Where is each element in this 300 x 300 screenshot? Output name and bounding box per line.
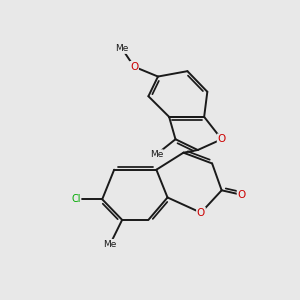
Text: O: O [237,190,246,200]
Text: O: O [197,208,205,218]
Text: O: O [130,62,138,72]
Text: Cl: Cl [71,194,81,204]
Text: O: O [218,134,226,144]
Text: Me: Me [116,44,129,53]
Text: Me: Me [150,150,163,159]
Text: Me: Me [103,240,117,249]
